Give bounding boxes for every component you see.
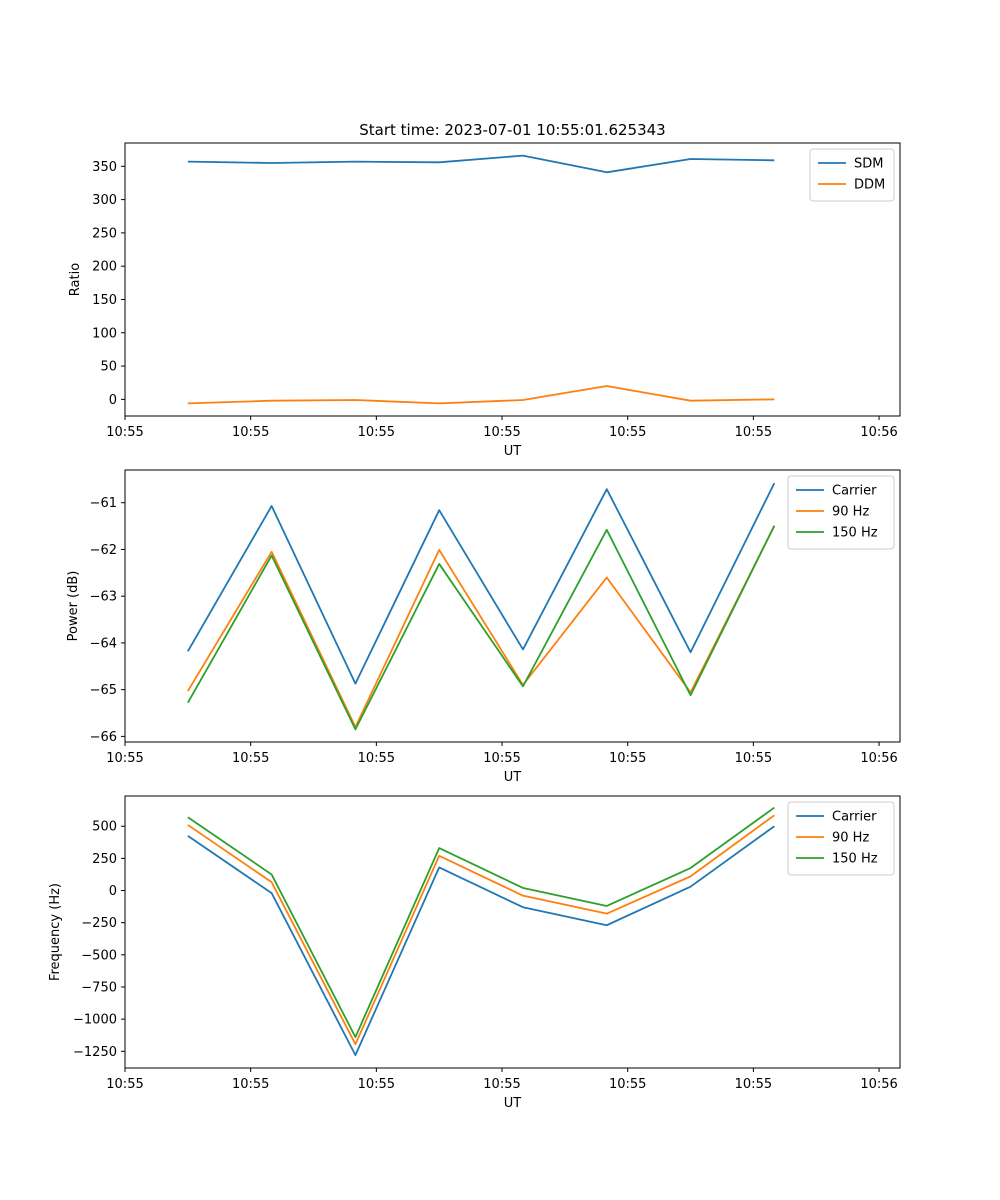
y-tick-label: 250: [92, 226, 117, 241]
axes-frame: [124, 795, 901, 1069]
y-axis-label: Power (dB): [66, 571, 81, 642]
y-tick-label: −63: [90, 590, 117, 605]
x-axis-label: UT: [504, 770, 522, 785]
legend: SDM DDM: [809, 148, 895, 202]
y-tick-label: 100: [92, 326, 117, 341]
y-tick-label: −64: [90, 636, 117, 651]
y-axis-label: Frequency (Hz): [48, 883, 63, 981]
x-tick-label: 10:56: [860, 751, 897, 766]
y-tick-label: 200: [92, 260, 117, 275]
x-tick-label: 10:55: [358, 1077, 395, 1092]
chart-panel-1: 10:55 10:55 10:55 10:55 10:55 10:55 10:56 0 50 10…: [68, 121, 901, 459]
y-tick-label: 350: [92, 160, 117, 175]
chart-panel-2: 10:55 10:55 10:55 10:55 10:55 10:55 10:56 −66 −6…: [66, 469, 901, 785]
legend: Carrier 90 Hz 150 Hz: [787, 475, 895, 550]
legend-label: 150 Hz: [832, 526, 878, 541]
chart-title: Start time: 2023-07-01 10:55:01.625343: [359, 121, 665, 139]
x-tick-label: 10:55: [735, 1077, 772, 1092]
series-line-90-hz: [187, 525, 776, 728]
x-tick-label: 10:55: [232, 1077, 269, 1092]
x-tick-label: 10:55: [735, 751, 772, 766]
x-tick-label: 10:55: [735, 425, 772, 440]
x-tick-label: 10:55: [483, 425, 520, 440]
series-line-90-hz: [187, 814, 775, 1046]
axes-frame: [124, 469, 901, 743]
x-tick-label: 10:55: [232, 425, 269, 440]
legend-label: SDM: [854, 157, 883, 172]
y-tick-label: −62: [90, 543, 117, 558]
legend-box: [809, 148, 895, 202]
y-tick-label: −65: [90, 683, 117, 698]
y-tick-label: 50: [100, 360, 117, 375]
x-tick-label: 10:56: [860, 1077, 897, 1092]
series-line-150-hz: [187, 806, 775, 1039]
y-tick-label: 500: [92, 820, 117, 835]
y-tick-label: −61: [90, 496, 117, 511]
legend-label: 90 Hz: [832, 831, 869, 846]
plot-area: [125, 143, 900, 416]
x-tick-label: 10:56: [860, 425, 897, 440]
y-tick-label: −66: [90, 730, 117, 745]
plot-area: [125, 470, 900, 742]
x-tick-label: 10:55: [358, 425, 395, 440]
y-tick-label: −750: [81, 980, 117, 995]
x-tick-label: 10:55: [483, 751, 520, 766]
legend-label: 90 Hz: [832, 505, 869, 520]
series-line-carrier: [187, 825, 775, 1057]
y-tick-label: 0: [109, 393, 117, 408]
y-tick-label: 250: [92, 852, 117, 867]
axes-frame: [124, 142, 901, 417]
series-line-carrier: [187, 482, 776, 685]
legend-label: 150 Hz: [832, 852, 878, 867]
x-tick-label: 10:55: [106, 751, 143, 766]
legend-label: Carrier: [832, 484, 877, 499]
x-tick-label: 10:55: [483, 1077, 520, 1092]
y-tick-label: −1250: [73, 1045, 117, 1060]
series-line-sdm: [187, 154, 775, 174]
x-tick-label: 10:55: [106, 425, 143, 440]
chart-panel-3: 10:55 10:55 10:55 10:55 10:55 10:55 10:56 −1250…: [48, 795, 901, 1111]
x-axis-label: UT: [504, 1096, 522, 1111]
series-line-150-hz: [187, 525, 776, 731]
legend-label: DDM: [854, 178, 885, 193]
x-tick-label: 10:55: [609, 1077, 646, 1092]
x-tick-label: 10:55: [609, 425, 646, 440]
x-tick-label: 10:55: [609, 751, 646, 766]
series-line-ddm: [187, 385, 775, 405]
x-axis-label: UT: [504, 444, 522, 459]
legend-box: [787, 801, 895, 876]
y-tick-label: −1000: [73, 1013, 117, 1028]
y-axis-label: Ratio: [68, 263, 83, 296]
y-tick-label: 0: [109, 884, 117, 899]
x-tick-label: 10:55: [358, 751, 395, 766]
legend: Carrier 90 Hz 150 Hz: [787, 801, 895, 876]
plot-area: [125, 796, 900, 1068]
y-tick-label: 300: [92, 193, 117, 208]
y-tick-label: −250: [81, 916, 117, 931]
x-tick-label: 10:55: [106, 1077, 143, 1092]
legend-label: Carrier: [832, 810, 877, 825]
y-tick-label: 150: [92, 293, 117, 308]
y-tick-label: −500: [81, 948, 117, 963]
legend-box: [787, 475, 895, 550]
x-tick-label: 10:55: [232, 751, 269, 766]
